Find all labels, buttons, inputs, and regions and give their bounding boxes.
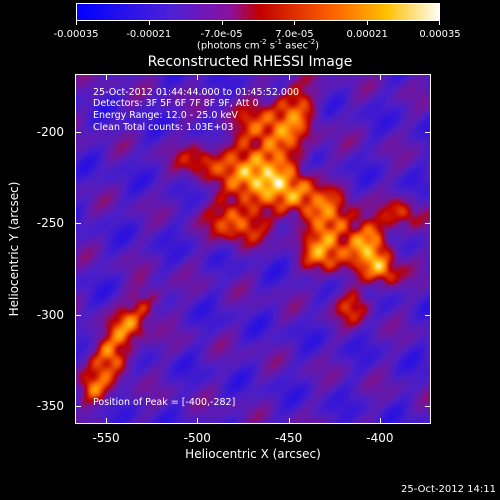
colorbar — [76, 3, 440, 21]
colorbar-tick — [367, 21, 369, 25]
x-tick-mark — [197, 74, 199, 80]
x-tick-label: -550 — [92, 431, 120, 445]
colorbar-units: (photons cm-2 s-1 asec-2) — [196, 38, 320, 52]
x-axis-label: Heliocentric X (arcsec) — [185, 447, 321, 461]
colorbar-tick — [221, 21, 223, 25]
y-tick-mark — [425, 223, 431, 225]
x-tick-mark — [288, 418, 290, 424]
peak-position-annotation: Position of Peak = [-400,-282] — [93, 397, 236, 408]
detectors-annotation: Detectors: 3F 5F 6F 7F 8F 9F, Att 0 — [93, 98, 259, 109]
image-title: Reconstructed RHESSI Image — [147, 54, 353, 70]
colorbar-tick — [294, 21, 296, 25]
counts-annotation: Clean Total counts: 1.03E+03 — [93, 122, 234, 133]
y-tick-label: -300 — [36, 307, 64, 322]
rhessi-image — [75, 74, 431, 424]
y-axis-label: Heliocentric Y (arcsec) — [7, 181, 21, 317]
colorbar-tick-label: -0.00035 — [53, 29, 99, 40]
x-tick-mark — [379, 418, 381, 424]
energy-range-annotation: Energy Range: 12.0 - 25.0 keV — [93, 110, 238, 121]
y-tick-mark — [75, 314, 81, 316]
y-tick-mark — [425, 314, 431, 316]
colorbar-ticks: -0.00035 -0.00021 -7.0e-05 7.0e-05 0.00021 0.… — [54, 3, 461, 43]
colorbar-tick-label: -0.00021 — [126, 29, 172, 40]
colorbar-tick — [148, 21, 150, 25]
colorbar-tick — [76, 21, 77, 25]
x-tick-mark — [197, 418, 199, 424]
footer-timestamp: 25-Oct-2012 14:11 — [401, 484, 496, 495]
x-tick-mark — [379, 74, 381, 80]
y-tick-mark — [75, 132, 81, 134]
y-tick-mark — [425, 132, 431, 134]
time-range-annotation: 25-Oct-2012 01:44:44.000 to 01:45:52.000 — [93, 87, 300, 98]
colorbar-tick-label: 0.00021 — [346, 29, 388, 40]
colorbar-tick-label: 7.0e-05 — [275, 29, 314, 40]
y-tick-label: -350 — [36, 398, 64, 413]
y-tick-mark — [425, 405, 431, 407]
colorbar-tick — [439, 21, 440, 25]
colorbar-tick-label: -7.0e-05 — [200, 29, 243, 40]
y-tick-label: -250 — [36, 216, 64, 231]
y-tick-mark — [75, 405, 81, 407]
x-tick-label: -400 — [366, 431, 394, 445]
x-tick-label: -450 — [274, 431, 303, 445]
y-tick-mark — [75, 223, 81, 225]
x-tick-mark — [288, 74, 290, 80]
x-tick-mark — [106, 418, 108, 424]
y-tick-label: -200 — [36, 125, 64, 140]
colorbar-tick-label: 0.00035 — [419, 29, 461, 40]
x-tick-mark — [106, 74, 108, 80]
x-tick-label: -500 — [183, 431, 211, 445]
